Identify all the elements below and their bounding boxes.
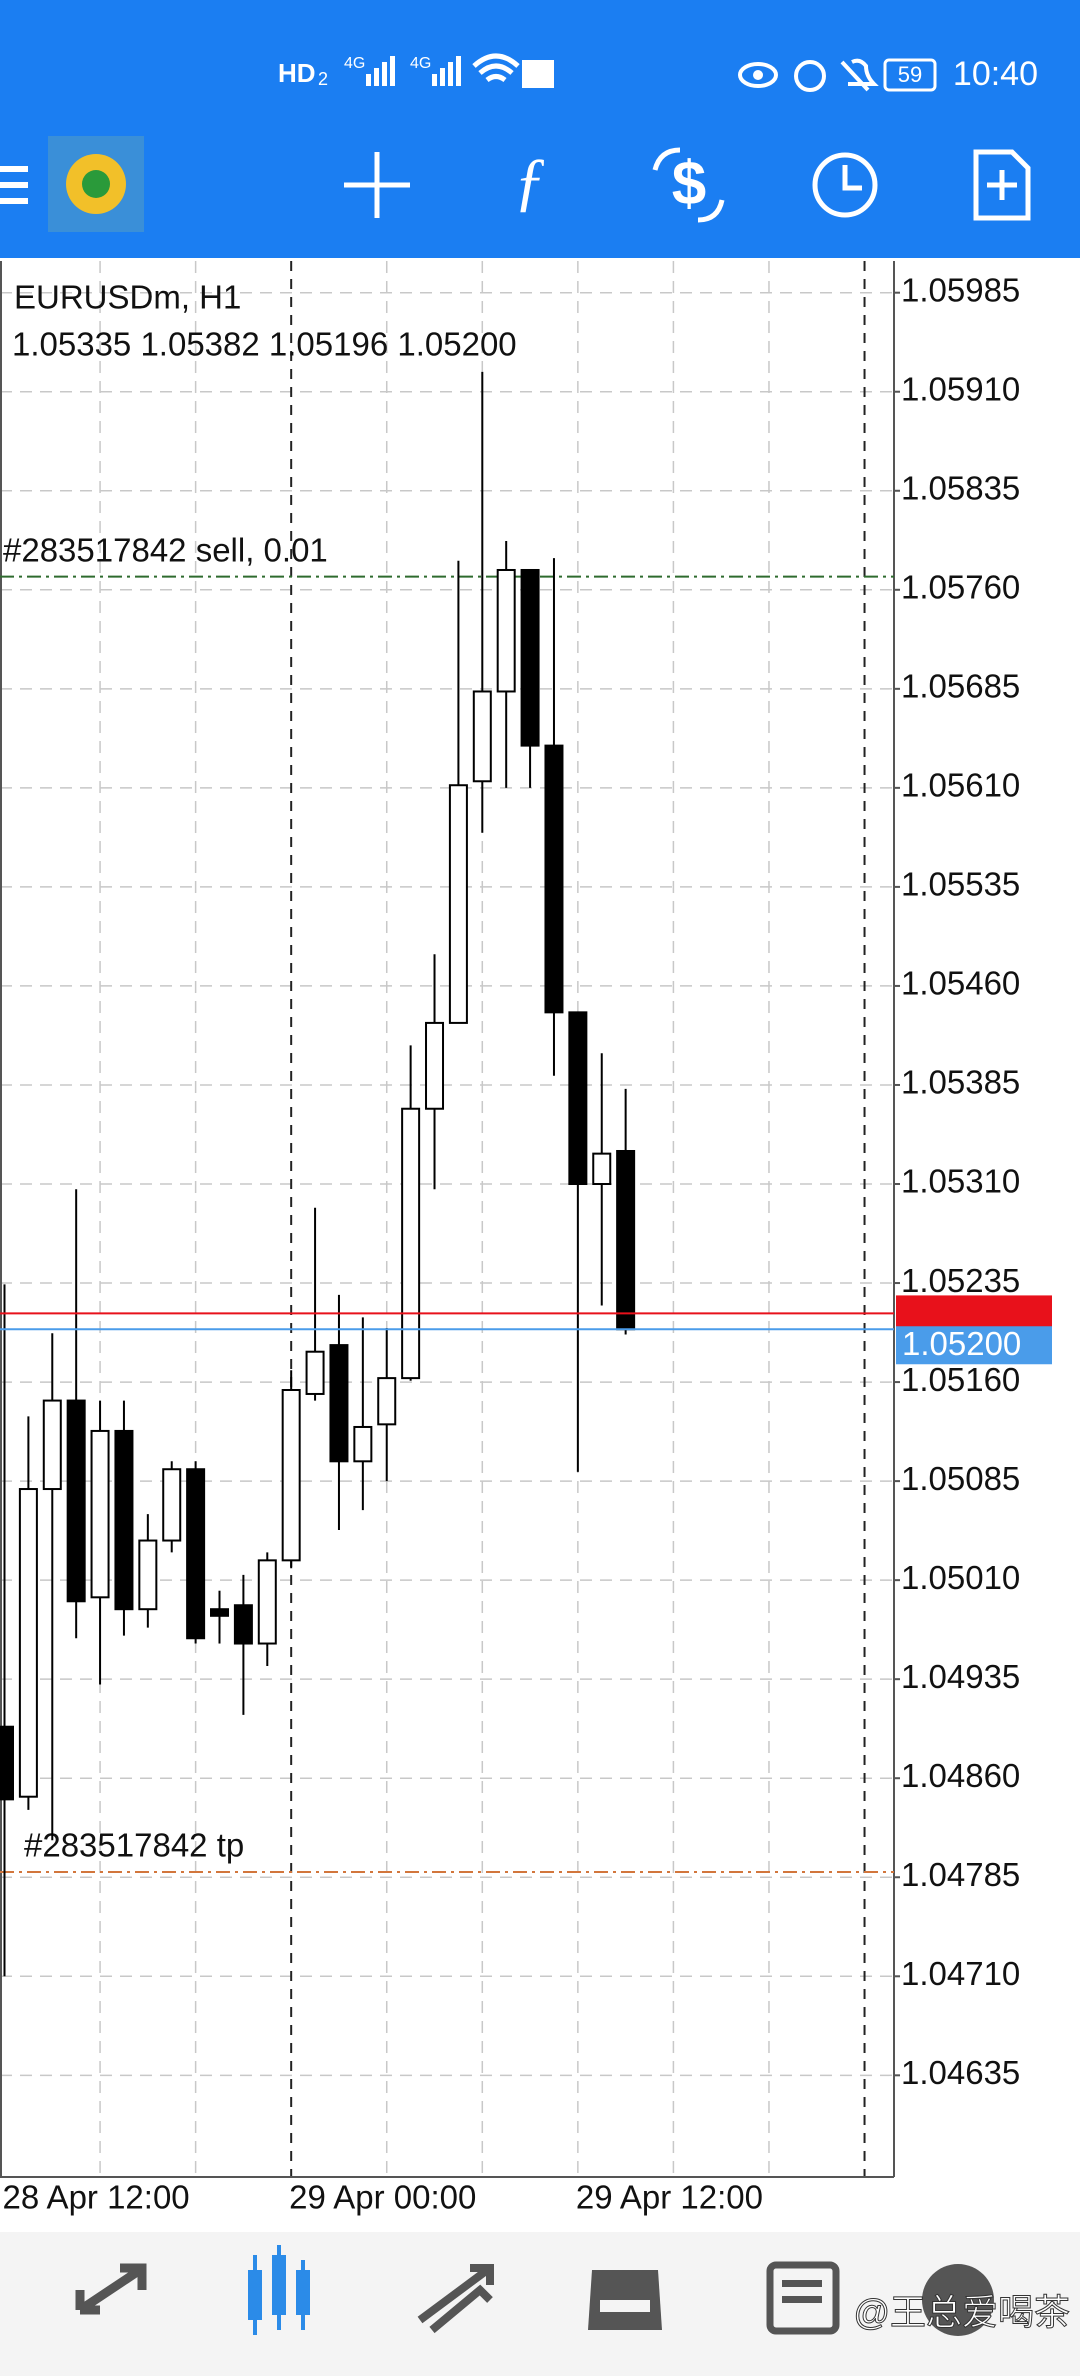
y-tick-label: 1.05385: [901, 1064, 1020, 1101]
candle-body: [616, 1149, 636, 1331]
x-tick-label: 29 Apr 12:00: [576, 2179, 763, 2216]
candle-body: [568, 1011, 588, 1186]
menu-button[interactable]: [0, 166, 28, 204]
x-tick-label: 28 Apr 12:00: [3, 2179, 190, 2216]
battery-label: 59: [898, 62, 922, 87]
y-tick-label: 1.05985: [901, 271, 1020, 308]
candle-body: [305, 1350, 325, 1395]
candle-body: [18, 1488, 38, 1798]
messages-tab[interactable]: [766, 2261, 840, 2335]
signal-icon: [366, 56, 395, 86]
chart: 1.05985 1.05910 1.05835 1.05760 1.05685 1.056…: [0, 261, 1052, 2216]
candle-body: [186, 1468, 206, 1640]
y-tick-label: 1.04860: [901, 1757, 1020, 1794]
eye-icon: [738, 62, 778, 88]
trade-tab[interactable]: [417, 2264, 494, 2334]
app-logo: [82, 170, 110, 198]
y-tick-label: 1.05235: [901, 1262, 1020, 1299]
quotes-tab[interactable]: [75, 2263, 147, 2315]
symbol-label: EURUSDm, H1: [14, 279, 241, 316]
y-tick-label: 1.05835: [901, 469, 1020, 506]
y-tick-label: 1.04710: [901, 1955, 1020, 1992]
ask-marker: [896, 1295, 1052, 1330]
crosshair-button[interactable]: [344, 152, 410, 218]
trade-button[interactable]: $: [652, 147, 725, 223]
candle-body: [544, 744, 564, 1014]
candle-body: [66, 1399, 86, 1603]
bid-marker: [896, 1326, 1052, 1365]
candle-body: [472, 690, 492, 783]
candle-body: [425, 1021, 445, 1110]
candle-body: [281, 1389, 301, 1562]
history-tab[interactable]: [588, 2270, 662, 2330]
candle-body: [210, 1608, 230, 1617]
candle-body: [401, 1107, 421, 1380]
y-tick-label: 1.05010: [901, 1559, 1020, 1596]
signal-label: 4G: [344, 55, 365, 72]
y-tick-label: 1.05910: [901, 370, 1020, 407]
y-tick-label: 1.05160: [901, 1361, 1020, 1398]
signal-icon: [432, 56, 461, 86]
y-tick-label: 1.05535: [901, 866, 1020, 903]
sim-label: 2: [318, 69, 328, 89]
timeframe-button[interactable]: [812, 152, 878, 218]
svg-text:$: $: [672, 149, 706, 218]
candle-body: [377, 1377, 397, 1426]
y-tick-label: 1.04785: [901, 1856, 1020, 1893]
candle-body: [0, 1725, 14, 1801]
candle-body: [257, 1559, 277, 1645]
clock: 10:40: [953, 55, 1038, 93]
chart-tab[interactable]: [248, 2245, 310, 2335]
trade-level-label: #283517842 sell, 0.01: [3, 531, 328, 568]
new-order-button[interactable]: [973, 149, 1031, 221]
grid-icon: [522, 60, 554, 88]
header-bar: [0, 0, 1080, 258]
y-tick-label: 1.05685: [901, 668, 1020, 705]
candle-body: [496, 568, 516, 693]
x-tick-label: 29 Apr 00:00: [289, 2179, 476, 2216]
network-label: HD: [278, 58, 316, 88]
candle-body: [520, 568, 540, 747]
candle-body: [162, 1468, 182, 1542]
bid-label: 1.05200: [902, 1325, 1021, 1362]
y-tick-label: 1.05610: [901, 767, 1020, 804]
mute-icon: [840, 58, 879, 92]
candle-body: [233, 1604, 253, 1645]
candle-body: [114, 1429, 134, 1611]
battery-icon: [883, 58, 937, 92]
trade-level-label: #283517842 tp: [24, 1827, 244, 1864]
candle-body: [353, 1425, 373, 1463]
candle-body: [329, 1344, 349, 1463]
y-tick-label: 1.05460: [901, 965, 1020, 1002]
y-tick-label: 1.05760: [901, 569, 1020, 606]
indicators-button[interactable]: ƒ: [514, 145, 547, 218]
y-tick-label: 1.05085: [901, 1460, 1020, 1497]
settings-tab[interactable]: [922, 2264, 994, 2336]
candle-body: [138, 1539, 158, 1611]
signal-label: 4G: [410, 55, 431, 72]
candle-body: [42, 1399, 62, 1491]
alarm-icon: [794, 60, 826, 92]
eye-icon: [753, 70, 763, 80]
bottom-nav: [0, 2232, 1080, 2376]
wifi-icon: [472, 53, 520, 83]
candle-body: [448, 784, 468, 1024]
watermark: @王总爱喝茶: [853, 2292, 1070, 2333]
y-tick-label: 1.04635: [901, 2054, 1020, 2091]
ohlc-label: 1.05335 1.05382 1.05196 1.05200: [12, 326, 517, 363]
y-tick-label: 1.05310: [901, 1163, 1020, 1200]
candle-body: [90, 1429, 110, 1599]
candle-body: [592, 1152, 612, 1186]
y-tick-label: 1.04935: [901, 1658, 1020, 1695]
